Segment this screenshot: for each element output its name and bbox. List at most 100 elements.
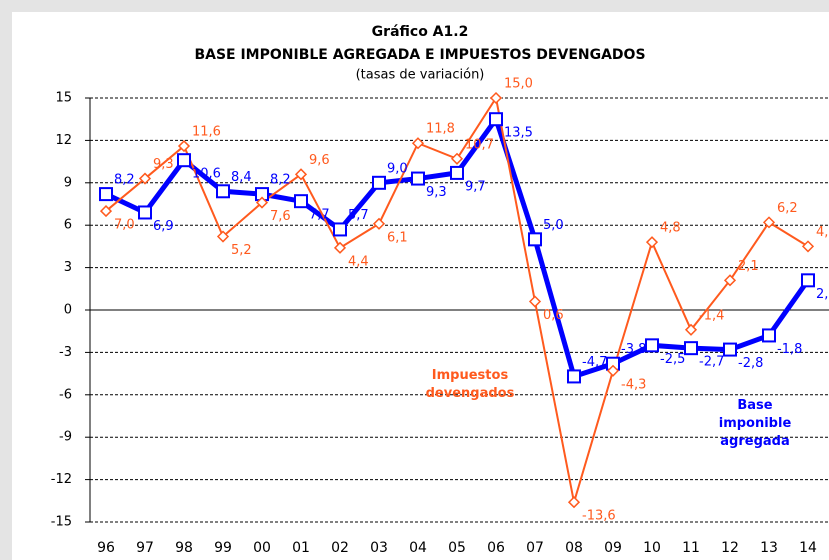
value-label: 9,7 — [465, 179, 486, 194]
marker — [372, 175, 386, 190]
marker — [723, 274, 737, 287]
marker — [489, 91, 503, 105]
value-label: 11,8 — [426, 122, 455, 137]
value-label: 4,5 — [816, 225, 829, 240]
marker — [801, 240, 815, 253]
marker — [177, 153, 191, 168]
marker — [489, 112, 503, 127]
x-tick-label: 03 — [370, 540, 388, 556]
value-label: 6,2 — [777, 201, 798, 216]
value-label: -1,4 — [699, 308, 724, 323]
value-label: 8,4 — [231, 170, 252, 185]
value-label: 0,6 — [543, 308, 564, 323]
marker — [528, 232, 542, 247]
y-tick-label: 6 — [64, 218, 72, 233]
marker — [216, 230, 230, 243]
y-tick-label: -15 — [51, 515, 72, 530]
x-tick-label: 99 — [214, 540, 232, 556]
x-tick-label: 04 — [409, 540, 427, 556]
marker — [138, 205, 152, 220]
value-label: -2,5 — [660, 352, 685, 367]
marker — [294, 168, 308, 181]
value-label: 5,0 — [543, 218, 564, 233]
marker — [450, 165, 464, 180]
marker — [684, 341, 698, 356]
y-tick-label: 15 — [55, 91, 72, 106]
value-label: -1,8 — [777, 342, 802, 357]
value-label: 7,6 — [270, 209, 291, 224]
x-tick-label: 08 — [565, 540, 583, 556]
y-tick-label: -9 — [59, 430, 72, 445]
marker — [684, 323, 698, 336]
marker — [99, 187, 113, 202]
x-tick-label: 01 — [292, 540, 310, 556]
x-tick-label: 12 — [721, 540, 739, 556]
value-label: 4,8 — [660, 221, 681, 236]
y-tick-label: -3 — [59, 345, 72, 360]
value-label: -13,6 — [582, 509, 616, 524]
x-tick-label: 00 — [253, 540, 271, 556]
value-label: 9,6 — [309, 153, 330, 168]
value-label: -4,3 — [621, 377, 646, 392]
value-label: 5,7 — [348, 208, 369, 223]
value-label: 9,0 — [387, 161, 408, 176]
legend-label: Base imponible agregada — [719, 398, 792, 449]
value-label: -3,8 — [621, 342, 646, 357]
x-tick-label: 06 — [487, 540, 505, 556]
x-tick-label: 11 — [682, 540, 700, 556]
x-tick-label: 97 — [136, 540, 154, 556]
y-tick-label: -6 — [59, 387, 72, 402]
value-label: 11,6 — [192, 125, 221, 140]
marker — [177, 139, 191, 153]
chart-note: (tasas de variación) — [356, 68, 485, 83]
marker — [216, 184, 230, 199]
value-label: -2,7 — [699, 355, 724, 370]
x-tick-label: 09 — [604, 540, 622, 556]
y-tick-label: 12 — [55, 133, 72, 148]
x-tick-label: 05 — [448, 540, 466, 556]
marker — [255, 196, 269, 209]
x-tick-label: 10 — [643, 540, 661, 556]
value-label: 8,2 — [270, 173, 291, 188]
chart-subtitle: BASE IMPONIBLE AGREGADA E IMPUESTOS DEVE… — [194, 47, 645, 63]
marker — [762, 216, 776, 229]
value-label: 8,2 — [114, 173, 135, 188]
value-label: 10,6 — [192, 167, 221, 182]
y-tick-label: 9 — [64, 175, 72, 190]
marker — [606, 364, 620, 377]
value-label: 15,0 — [504, 77, 533, 92]
marker — [723, 342, 737, 357]
value-label: 6,1 — [387, 230, 408, 245]
marker — [372, 217, 386, 230]
value-label: -4,7 — [582, 355, 607, 370]
marker — [450, 152, 464, 165]
x-tick-label: 02 — [331, 540, 349, 556]
chart-title: Gráfico A1.2 — [372, 24, 469, 40]
value-label: 2,1 — [738, 259, 759, 274]
marker — [762, 328, 776, 343]
value-label: 2,1 — [816, 287, 829, 302]
x-tick-label: 13 — [760, 540, 778, 556]
value-label: 5,2 — [231, 243, 252, 258]
value-label: 6,9 — [153, 219, 174, 234]
value-label: 9,3 — [153, 157, 174, 172]
marker — [138, 172, 152, 185]
marker — [528, 295, 542, 308]
marker — [567, 369, 581, 384]
x-tick-label: 07 — [526, 540, 544, 556]
marker — [567, 496, 581, 509]
marker — [645, 236, 659, 249]
marker — [645, 338, 659, 353]
marker — [411, 171, 425, 186]
x-tick-label: 96 — [97, 540, 115, 556]
value-label: 4,4 — [348, 254, 369, 269]
value-label: 9,3 — [426, 185, 447, 200]
value-label: 13,5 — [504, 126, 533, 141]
y-tick-label: 3 — [64, 260, 72, 275]
value-label: -2,8 — [738, 356, 763, 371]
chart-panel — [12, 12, 829, 560]
y-tick-label: 0 — [64, 303, 72, 318]
y-tick-label: -12 — [51, 472, 72, 487]
legend-label: Impuestos devengados — [426, 368, 515, 401]
